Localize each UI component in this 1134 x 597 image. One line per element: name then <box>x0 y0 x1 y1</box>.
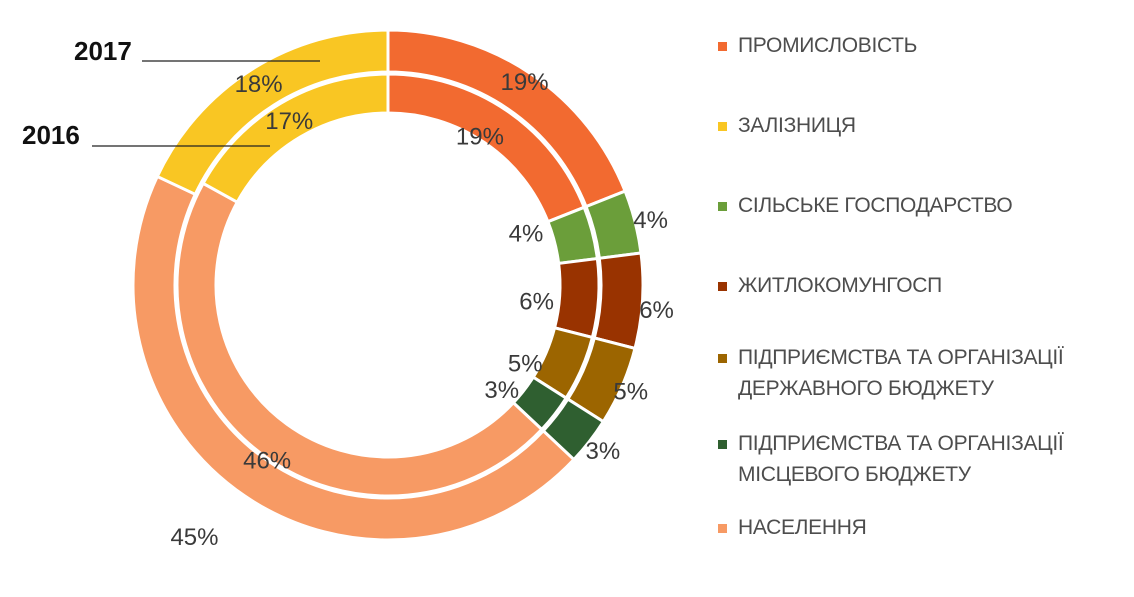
legend-item-housing-utilities: ЖИТЛОКОМУНГОСП <box>716 270 1126 342</box>
value-label-2017-housing-utilities: 6% <box>639 297 674 324</box>
year-labels: 2017 2016 <box>22 36 320 150</box>
legend-label-line1: ПІДПРИЄМСТВА ТА ОРГАНІЗАЦІЇ <box>738 432 1064 455</box>
legend: ПРОМИСЛОВІСТЬ ЗАЛІЗНИЦЯ СІЛЬСЬКЕ ГОСПОДА… <box>716 30 1126 552</box>
value-label-2016-local-budget: 3% <box>484 377 519 404</box>
value-label-2017-population: 45% <box>170 524 218 551</box>
legend-swatch <box>718 282 727 291</box>
legend-label: ЗАЛІЗНИЦЯ <box>738 114 856 137</box>
legend-swatch <box>718 440 727 449</box>
value-label-2016-industry: 19% <box>456 124 504 151</box>
legend-swatch <box>718 202 727 211</box>
value-label-2016-population: 46% <box>243 448 291 475</box>
legend-label-line2: МІСЦЕВОГО БЮДЖЕТУ <box>738 463 971 486</box>
year-2016-label: 2016 <box>22 120 80 150</box>
donut-chart: 19%4%6%5%3%45%18%19%4%6%5%3%46%17% 2017 … <box>22 28 674 551</box>
value-label-2016-agriculture: 4% <box>509 221 544 248</box>
legend-label: СІЛЬСЬКЕ ГОСПОДАРСТВО <box>738 194 1013 217</box>
value-label-2016-state-budget: 5% <box>508 351 543 378</box>
value-label-2017-agriculture: 4% <box>633 207 668 234</box>
slice-2016-railway <box>201 72 390 205</box>
value-label-2017-railway: 18% <box>235 71 283 98</box>
slice-2017-housing-utilities <box>592 251 645 351</box>
outer-ring-2017 <box>131 28 645 542</box>
legend-item-population: НАСЕЛЕННЯ <box>716 512 1126 552</box>
value-label-2017-state-budget: 5% <box>613 378 648 405</box>
slice-2016-population <box>175 181 544 498</box>
legend-label: ЖИТЛОКОМУНГОСП <box>738 274 942 297</box>
slice-2016-housing-utilities <box>552 256 601 340</box>
legend-item-agriculture: СІЛЬСЬКЕ ГОСПОДАРСТВО <box>716 190 1126 270</box>
legend-item-state-budget: ПІДПРИЄМСТВА ТА ОРГАНІЗАЦІЇ ДЕРЖАВНОГО Б… <box>716 342 1126 428</box>
value-label-2016-housing-utilities: 6% <box>519 288 554 315</box>
year-2017-label: 2017 <box>74 36 132 66</box>
legend-item-industry: ПРОМИСЛОВІСТЬ <box>716 30 1126 110</box>
legend-swatch <box>718 42 727 51</box>
legend-swatch <box>718 524 727 533</box>
value-label-2017-industry: 19% <box>501 69 549 96</box>
inner-ring-2016 <box>175 72 601 498</box>
percent-labels: 19%4%6%5%3%45%18%19%4%6%5%3%46%17% <box>170 69 673 551</box>
legend-swatch <box>718 122 727 131</box>
legend-label: ПРОМИСЛОВІСТЬ <box>738 34 918 57</box>
legend-item-railway: ЗАЛІЗНИЦЯ <box>716 110 1126 190</box>
value-label-2016-railway: 17% <box>265 108 313 135</box>
legend-label: НАСЕЛЕННЯ <box>738 516 867 539</box>
legend-swatch <box>718 354 727 363</box>
slice-2017-railway <box>155 28 390 197</box>
legend-item-local-budget: ПІДПРИЄМСТВА ТА ОРГАНІЗАЦІЇ МІСЦЕВОГО БЮ… <box>716 428 1126 512</box>
legend-label-line1: ПІДПРИЄМСТВА ТА ОРГАНІЗАЦІЇ <box>738 346 1064 369</box>
legend-label-line2: ДЕРЖАВНОГО БЮДЖЕТУ <box>738 377 994 400</box>
slice-2017-population <box>131 174 577 542</box>
value-label-2017-local-budget: 3% <box>586 438 621 465</box>
